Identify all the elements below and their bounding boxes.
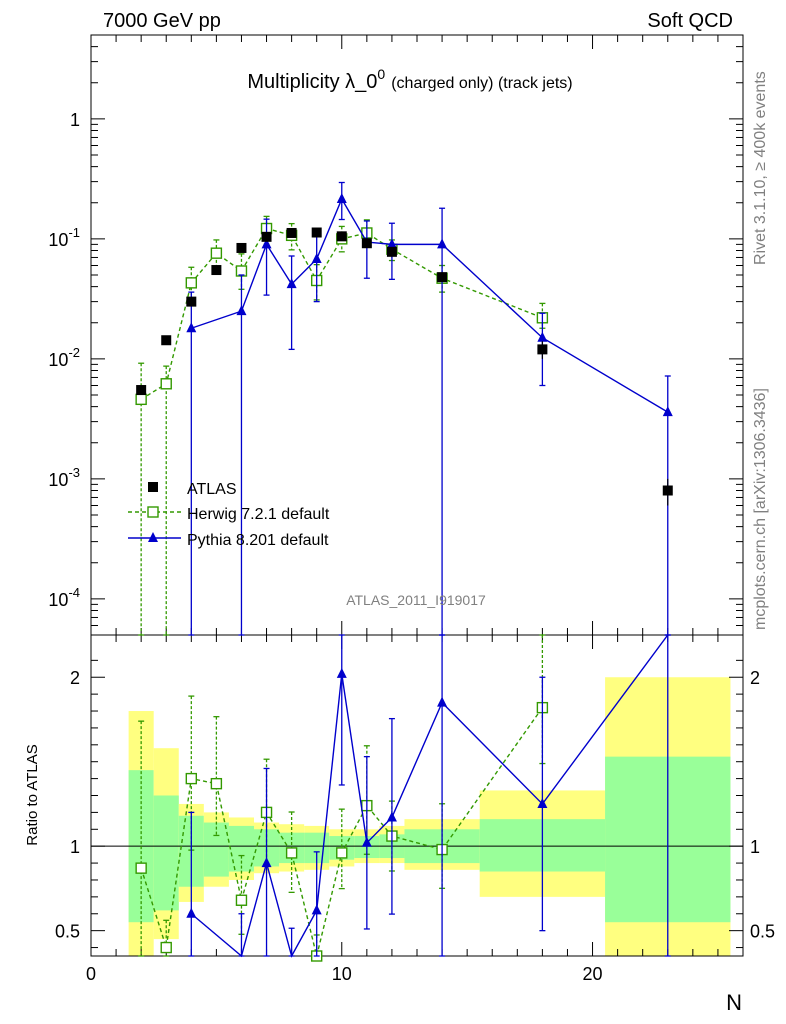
pythia-marker bbox=[186, 322, 197, 333]
ratio-tick-label-right: 2 bbox=[750, 668, 760, 688]
legend-label-atlas: ATLAS bbox=[187, 481, 237, 498]
header-right: Soft QCD bbox=[647, 10, 733, 32]
atlas-marker bbox=[437, 272, 448, 283]
pythia-marker bbox=[311, 252, 322, 263]
pythia-marker bbox=[261, 238, 272, 249]
ratio-tick-label-left: 0.5 bbox=[55, 922, 80, 942]
axis-ticks: 0 10 20 10-4 10-3 10-2 10-1 1 0.5 0.5 1 1 2 2 bbox=[48, 34, 775, 984]
y-tick-label: 10-4 bbox=[48, 585, 80, 610]
band-inner bbox=[228, 825, 254, 872]
pythia-marker bbox=[336, 192, 347, 203]
pythia-ratio-marker bbox=[361, 836, 372, 847]
data-series bbox=[135, 181, 673, 962]
atlas-marker bbox=[261, 231, 272, 242]
atlas-marker bbox=[386, 246, 397, 257]
atlas-marker bbox=[211, 265, 222, 276]
y-tick-label: 1 bbox=[70, 110, 80, 130]
herwig-marker bbox=[160, 378, 172, 390]
legend-marker-pythia bbox=[148, 532, 158, 542]
y-tick-label: 10-3 bbox=[48, 465, 80, 490]
legend-entry-atlas: ATLAS bbox=[148, 481, 237, 498]
band-inner bbox=[203, 822, 229, 877]
herwig-marker bbox=[185, 277, 198, 289]
y-tick-label: 10-2 bbox=[48, 345, 80, 370]
pythia-marker bbox=[662, 406, 673, 417]
series-atlas bbox=[136, 227, 673, 506]
series-pythia bbox=[186, 181, 673, 636]
x-tick-label: 20 bbox=[583, 964, 603, 984]
herwig-ratio-marker bbox=[336, 847, 348, 859]
band-inner bbox=[153, 795, 179, 911]
x-axis-label: N bbox=[726, 990, 742, 1015]
legend-label-herwig: Herwig 7.2.1 default bbox=[187, 506, 330, 523]
pythia-ratio-marker bbox=[336, 667, 347, 678]
atlas-marker bbox=[311, 227, 322, 238]
herwig-ratio-marker bbox=[185, 772, 198, 785]
chart-title-suffix: (charged only) (track jets) bbox=[391, 75, 572, 92]
mcplots-label: mcplots.cern.ch [arXiv:1306.3436] bbox=[752, 388, 769, 630]
pythia-ratio-marker bbox=[437, 696, 448, 707]
herwig-ratio-marker bbox=[235, 894, 248, 906]
herwig-ratio-marker bbox=[210, 777, 223, 790]
atlas-marker bbox=[336, 231, 347, 242]
chart-title: Multiplicity λ_00 (charged only) (track j… bbox=[247, 66, 572, 93]
y-tick-label: 10-1 bbox=[48, 225, 80, 250]
ratio-pythia bbox=[186, 634, 671, 958]
legend: ATLAS Herwig 7.2.1 default Pythia 8.201 … bbox=[128, 481, 330, 549]
ratio-tick-label-right: 0.5 bbox=[750, 922, 775, 942]
herwig-ratio-marker bbox=[135, 862, 147, 874]
chart-title-main: Multiplicity λ_0 bbox=[247, 71, 377, 93]
series-herwig bbox=[135, 215, 549, 636]
pythia-marker bbox=[236, 305, 247, 316]
x-tick-label: 10 bbox=[332, 964, 352, 984]
x-tick-label: 0 bbox=[86, 964, 96, 984]
atlas-marker bbox=[537, 344, 548, 355]
ratio-tick-label-left: 2 bbox=[70, 668, 80, 688]
pythia-ratio-marker bbox=[261, 857, 272, 868]
ratio-tick-label-left: 1 bbox=[70, 837, 80, 857]
chart-title-superscript: 0 bbox=[377, 66, 385, 82]
pythia-ratio-marker bbox=[186, 907, 197, 918]
ratio-tick-label-right: 1 bbox=[750, 837, 760, 857]
atlas-marker bbox=[136, 385, 147, 396]
pythia-ratio-marker bbox=[386, 811, 397, 822]
atlas-marker bbox=[186, 296, 197, 307]
pythia-ratio-marker bbox=[537, 797, 548, 808]
header-left: 7000 GeV pp bbox=[103, 10, 221, 32]
atlas-marker bbox=[236, 242, 247, 253]
y-axis-label-ratio: Ratio to ATLAS bbox=[24, 744, 41, 845]
pythia-marker bbox=[386, 238, 397, 249]
herwig-line bbox=[140, 227, 543, 400]
herwig-marker bbox=[135, 393, 147, 406]
ratio-uncertainty-bands bbox=[128, 677, 731, 956]
legend-entry-herwig: Herwig 7.2.1 default bbox=[128, 506, 330, 523]
pythia-ratio-marker bbox=[311, 904, 322, 915]
legend-entry-pythia: Pythia 8.201 default bbox=[128, 532, 329, 549]
watermark: ATLAS_2011_I919017 bbox=[346, 592, 486, 608]
atlas-marker bbox=[361, 238, 372, 249]
atlas-marker bbox=[161, 335, 172, 346]
legend-marker-atlas bbox=[148, 482, 158, 492]
rivet-label: Rivet 3.1.10, ≥ 400k events bbox=[752, 71, 769, 265]
herwig-marker bbox=[210, 247, 223, 259]
legend-marker-herwig bbox=[147, 506, 159, 518]
atlas-marker bbox=[662, 485, 673, 496]
legend-label-pythia: Pythia 8.201 default bbox=[187, 532, 329, 549]
pythia-marker bbox=[537, 331, 548, 342]
herwig-ratio-marker bbox=[160, 941, 172, 954]
pythia-marker bbox=[286, 278, 297, 289]
herwig-ratio-marker bbox=[285, 847, 298, 859]
atlas-marker bbox=[286, 227, 297, 238]
pythia-marker bbox=[437, 238, 448, 249]
